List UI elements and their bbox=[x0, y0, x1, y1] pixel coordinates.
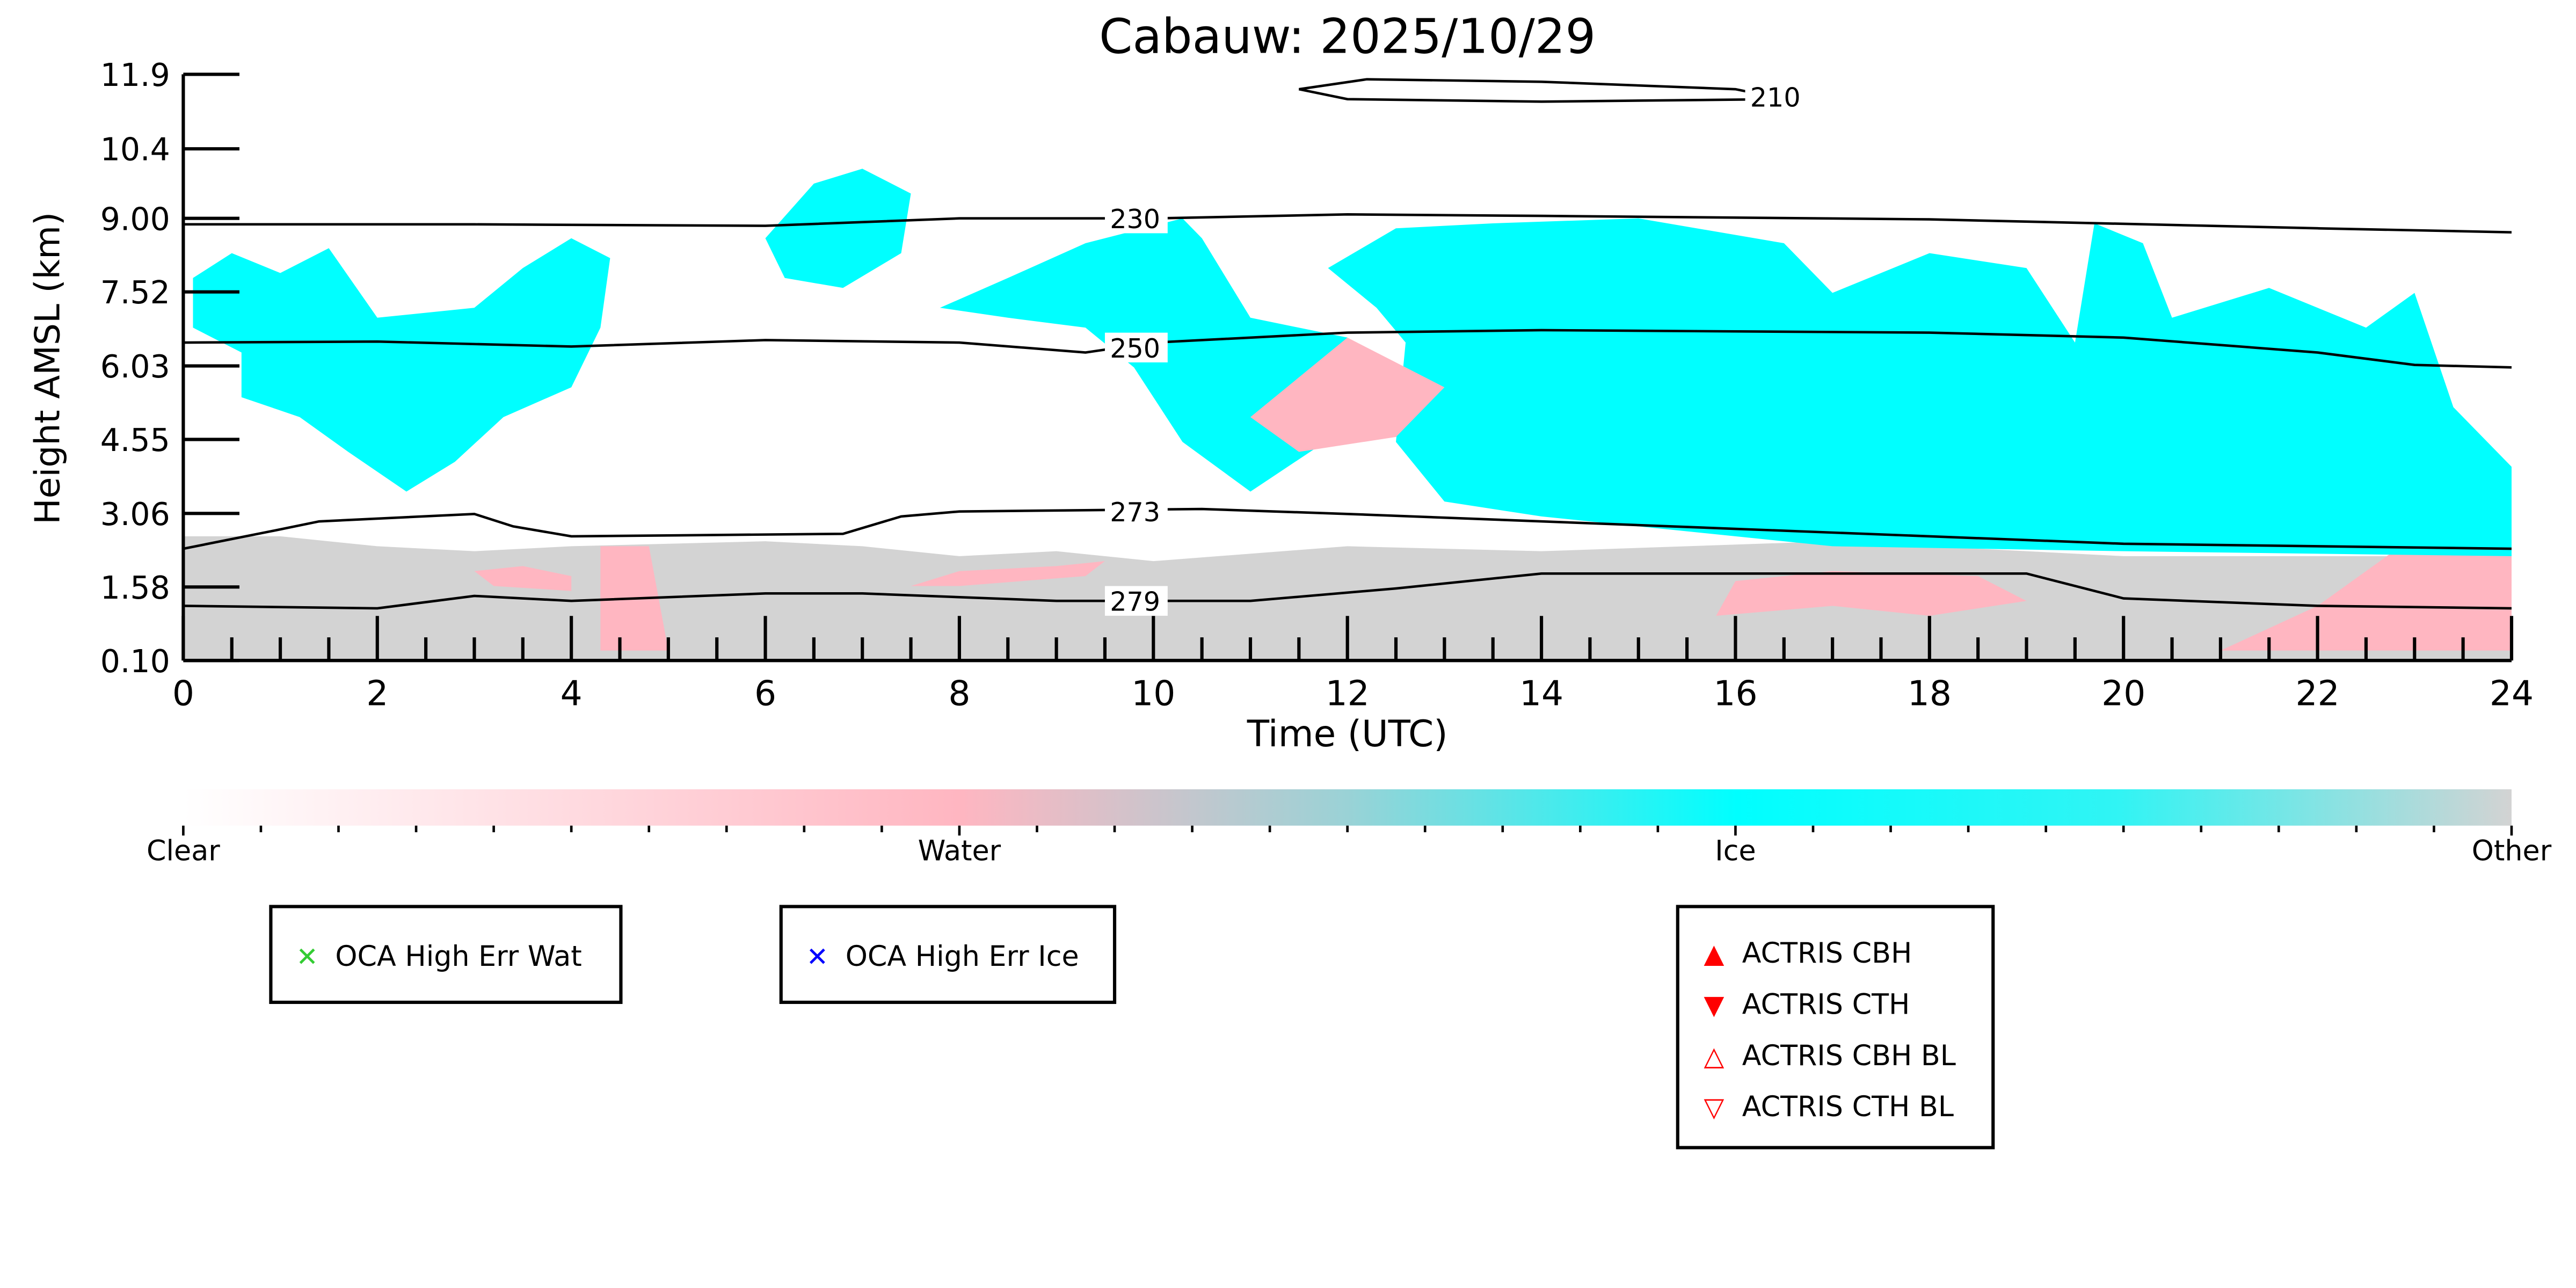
x-axis-label: Time (UTC) bbox=[1247, 712, 1448, 755]
triangle-down-outline-icon: ▽ bbox=[1704, 1091, 1724, 1123]
contour-label-bg bbox=[1104, 496, 1168, 527]
x-marker-icon: ✕ bbox=[806, 941, 829, 973]
contour-line-279 bbox=[183, 572, 2512, 610]
contour-label-bg bbox=[1104, 586, 1168, 616]
y-tick-label: 9.00 bbox=[100, 201, 170, 237]
colorbar bbox=[183, 789, 2512, 826]
legend-entry: ▼ ACTRIS CTH bbox=[1679, 979, 1991, 1030]
contour-label: 279 bbox=[1110, 586, 1160, 617]
colorbar-label-ice: Ice bbox=[1715, 835, 1756, 869]
region-water bbox=[911, 561, 1105, 586]
x-tick-label: 16 bbox=[1713, 673, 1757, 714]
legend-entry: ✕ OCA High Err Ice bbox=[783, 932, 1113, 983]
x-tick-label: 8 bbox=[948, 673, 970, 714]
legend-label: ACTRIS CTH bbox=[1742, 988, 1910, 1022]
region-water bbox=[1716, 571, 2027, 616]
x-tick-label: 14 bbox=[1519, 673, 1563, 714]
contour-line-273 bbox=[183, 507, 2512, 550]
contour-label-bg bbox=[1745, 82, 1808, 112]
x-tick-label: 24 bbox=[2490, 673, 2534, 714]
legend-entry: ✕ OCA High Err Wat bbox=[272, 932, 619, 983]
y-tick-label: 0.10 bbox=[100, 643, 170, 680]
x-tick-label: 10 bbox=[1131, 673, 1175, 714]
x-marker-icon: ✕ bbox=[296, 941, 318, 973]
region-water bbox=[474, 566, 572, 591]
x-tick-label: 22 bbox=[2296, 673, 2340, 714]
x-tick-label: 12 bbox=[1326, 673, 1370, 714]
x-tick-label: 4 bbox=[561, 673, 583, 714]
legend-oca-ice: ✕ OCA High Err Ice bbox=[779, 905, 1117, 1004]
y-tick-label: 4.55 bbox=[100, 422, 170, 459]
contour-label: 210 bbox=[1750, 82, 1801, 113]
y-tick-label: 7.52 bbox=[100, 274, 170, 311]
triangle-up-filled-icon: ▲ bbox=[1704, 937, 1724, 970]
region-ice bbox=[765, 169, 911, 288]
contour-line-210 bbox=[1298, 78, 1785, 103]
region-water bbox=[2220, 536, 2512, 651]
legend-label: OCA High Err Ice bbox=[845, 940, 1079, 974]
contour-label: 250 bbox=[1110, 333, 1160, 364]
legend-label: OCA High Err Wat bbox=[335, 940, 582, 974]
contour-label: 273 bbox=[1110, 497, 1160, 528]
contour-line-250 bbox=[183, 329, 2512, 369]
legend-actris: ▲ ACTRIS CBH ▼ ACTRIS CTH △ ACTRIS CBH BL ▽… bbox=[1676, 905, 1995, 1149]
y-tick-label: 11.9 bbox=[100, 57, 170, 93]
region-ice bbox=[193, 238, 610, 492]
y-tick-label: 10.4 bbox=[100, 132, 170, 168]
contour-line-230 bbox=[183, 213, 2512, 234]
triangle-down-filled-icon: ▼ bbox=[1704, 989, 1724, 1021]
contour-label-bg bbox=[1104, 332, 1168, 362]
contour-label-bg bbox=[1104, 203, 1168, 234]
x-tick-label: 0 bbox=[172, 673, 194, 714]
y-tick-label: 1.58 bbox=[100, 570, 170, 606]
x-tick-label: 2 bbox=[366, 673, 388, 714]
y-axis-label: Height AMSL (km) bbox=[28, 212, 68, 525]
contour-label: 230 bbox=[1110, 203, 1160, 235]
colorbar-label-other: Other bbox=[2471, 835, 2552, 869]
region-water bbox=[1250, 337, 1445, 452]
colorbar-label-water: Water bbox=[918, 835, 1001, 869]
legend-label: ACTRIS CBH bbox=[1742, 937, 1912, 970]
chart-title: Cabauw: 2025/10/29 bbox=[1099, 9, 1596, 64]
x-tick-label: 6 bbox=[754, 673, 776, 714]
legend-entry: △ ACTRIS CBH BL bbox=[1679, 1030, 1991, 1081]
legend-entry: ▲ ACTRIS CBH bbox=[1679, 928, 1991, 979]
legend-label: ACTRIS CBH BL bbox=[1742, 1039, 1956, 1073]
y-tick-label: 6.03 bbox=[100, 348, 170, 385]
x-tick-label: 20 bbox=[2101, 673, 2145, 714]
triangle-up-outline-icon: △ bbox=[1704, 1040, 1724, 1072]
colorbar-label-clear: Clear bbox=[147, 835, 220, 869]
region-ice bbox=[1328, 218, 2512, 556]
y-tick-label: 3.06 bbox=[100, 496, 170, 533]
legend-entry: ▽ ACTRIS CTH BL bbox=[1679, 1082, 1991, 1133]
legend-label: ACTRIS CTH BL bbox=[1742, 1090, 1954, 1124]
legend-oca-water: ✕ OCA High Err Wat bbox=[269, 905, 623, 1004]
x-tick-label: 18 bbox=[1908, 673, 1952, 714]
